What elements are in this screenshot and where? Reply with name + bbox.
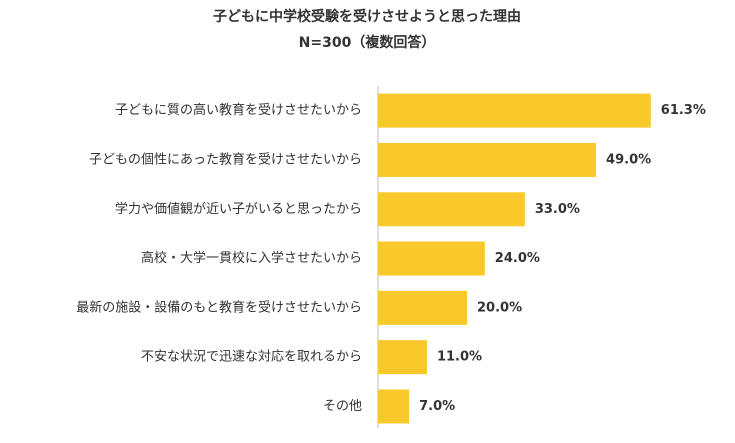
bar [378,93,651,128]
chart-subtitle: N=300（複数回答） [299,34,436,51]
value-label: 61.3% [661,103,706,118]
category-label: 高校・大学一貫校に入学させたいから [141,250,362,266]
category-label: 学力や価値観が近い子がいると思ったから [115,201,362,217]
category-label: その他 [323,399,362,414]
value-label: 49.0% [606,152,651,167]
bar [378,142,597,177]
bar [378,192,525,227]
bar [378,340,427,375]
value-label: 20.0% [477,300,522,315]
bar [378,241,485,276]
bar [378,389,410,424]
category-label: 子どもに質の高い教育を受けさせたいから [115,102,362,118]
category-label: 最新の施設・設備のもと教育を受けさせたいから [76,299,362,315]
value-label: 24.0% [495,251,540,266]
value-label: 7.0% [419,399,455,414]
bar [378,290,467,325]
chart-title: 子どもに中学校受験を受けさせようと思った理由 [213,8,521,25]
value-label: 11.0% [437,350,482,365]
category-label: 子どもの個性にあった教育を受けさせたいから [89,151,362,167]
category-label: 不安な状況で迅速な対応を取れるから [141,350,362,365]
value-label: 33.0% [535,202,580,217]
